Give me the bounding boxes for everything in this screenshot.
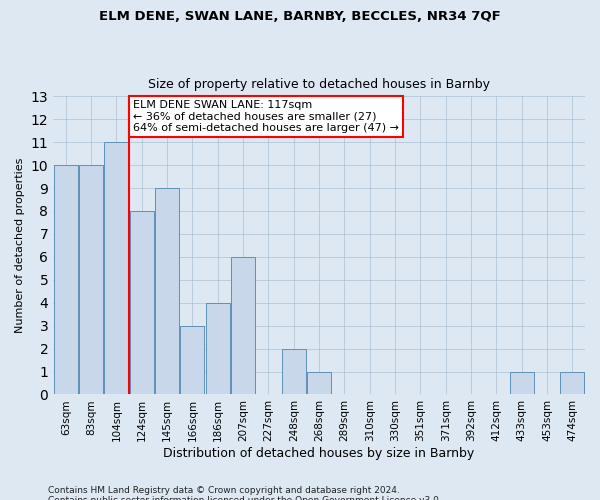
X-axis label: Distribution of detached houses by size in Barnby: Distribution of detached houses by size … xyxy=(163,447,475,460)
Text: ELM DENE SWAN LANE: 117sqm
← 36% of detached houses are smaller (27)
64% of semi: ELM DENE SWAN LANE: 117sqm ← 36% of deta… xyxy=(133,100,399,133)
Title: Size of property relative to detached houses in Barnby: Size of property relative to detached ho… xyxy=(148,78,490,91)
Text: Contains public sector information licensed under the Open Government Licence v3: Contains public sector information licen… xyxy=(48,496,442,500)
Bar xyxy=(560,372,584,394)
Bar xyxy=(104,142,128,395)
Bar xyxy=(206,302,230,394)
Bar xyxy=(181,326,205,394)
Bar xyxy=(282,348,306,395)
Bar xyxy=(231,257,255,394)
Bar xyxy=(79,165,103,394)
Bar xyxy=(130,211,154,394)
Bar xyxy=(307,372,331,394)
Bar xyxy=(155,188,179,394)
Text: Contains HM Land Registry data © Crown copyright and database right 2024.: Contains HM Land Registry data © Crown c… xyxy=(48,486,400,495)
Y-axis label: Number of detached properties: Number of detached properties xyxy=(15,158,25,333)
Bar xyxy=(509,372,534,394)
Text: ELM DENE, SWAN LANE, BARNBY, BECCLES, NR34 7QF: ELM DENE, SWAN LANE, BARNBY, BECCLES, NR… xyxy=(99,10,501,23)
Bar xyxy=(54,165,78,394)
